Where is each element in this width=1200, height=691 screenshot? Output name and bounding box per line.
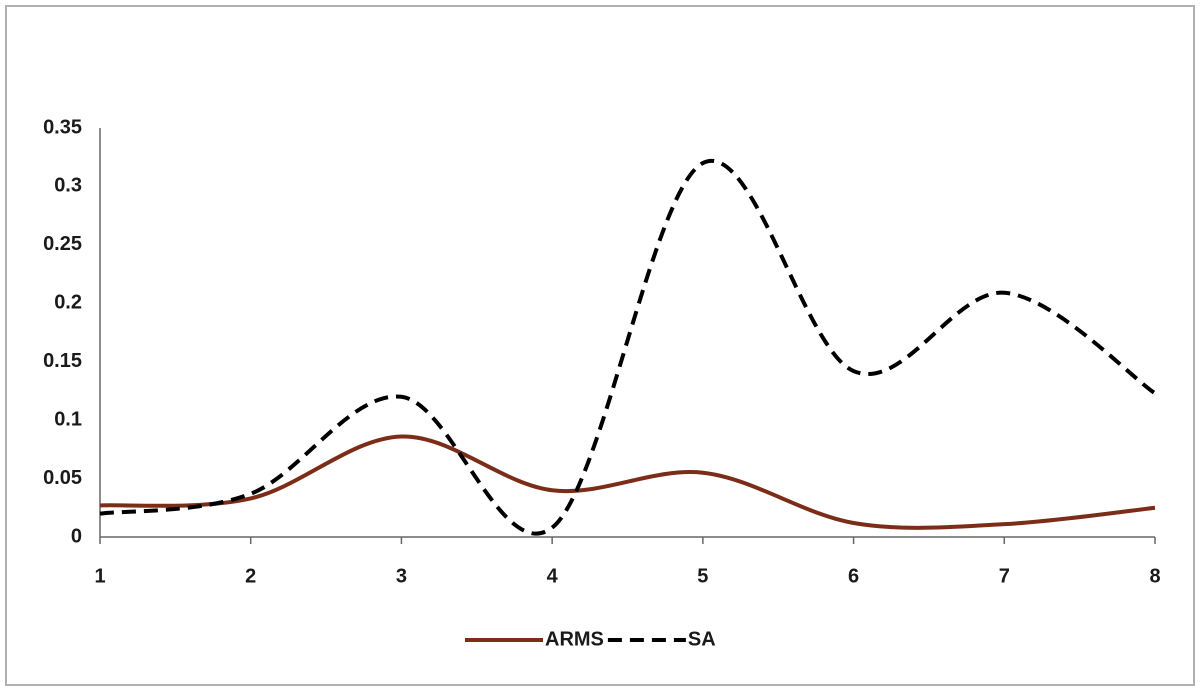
x-tick-label: 1: [94, 565, 105, 587]
y-tick-label: 0.05: [43, 467, 82, 489]
y-tick-label: 0.1: [54, 408, 82, 430]
x-tick-label: 2: [245, 565, 256, 587]
y-tick-label: 0.3: [54, 175, 82, 197]
line-series: [99, 434, 1156, 530]
x-tick-label: 4: [547, 565, 559, 587]
legend-label: ARMS: [545, 628, 604, 650]
x-tick-label: 8: [1149, 565, 1160, 587]
x-tick-label: 3: [396, 565, 407, 587]
chart-border: [5, 5, 1195, 686]
y-tick-label: 0.15: [43, 350, 82, 372]
x-tick-label: 6: [848, 565, 859, 587]
y-tick-label: 0.25: [43, 233, 82, 255]
legend-label: SA: [688, 628, 716, 650]
x-tick-label: 7: [999, 565, 1010, 587]
line-series: [99, 158, 1157, 536]
x-tick-label: 5: [697, 565, 708, 587]
y-tick-label: 0: [71, 525, 82, 547]
y-tick-label: 0.2: [54, 292, 82, 314]
y-tick-label: 0.35: [43, 116, 82, 138]
